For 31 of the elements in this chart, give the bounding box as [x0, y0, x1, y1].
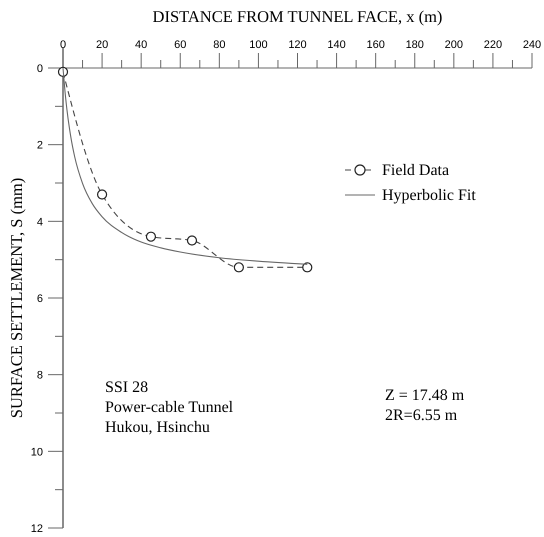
legend-label: Hyperbolic Fit [382, 187, 476, 204]
y-tick-label: 8 [36, 370, 43, 382]
annotation: Z = 17.48 m 2R=6.55 m [385, 387, 465, 424]
x-tick-label: 160 [366, 39, 385, 51]
x-tick-label: 180 [406, 39, 424, 51]
point [146, 232, 156, 242]
x-tick-label: 60 [174, 39, 186, 51]
x-tick-label: 200 [444, 39, 464, 51]
x-tick-label: 120 [288, 39, 307, 51]
y-tick-label: 2 [36, 140, 43, 152]
x-axis-title: DISTANCE FROM TUNNEL FACE, x (m) [152, 7, 442, 26]
y-tick-label: 10 [30, 446, 43, 458]
annotation: SSI 28 Power-cable Tunnel Hukou, Hsinchu [105, 379, 234, 436]
x-tick-label: 0 [60, 39, 66, 51]
y-tick-label: 0 [36, 63, 43, 75]
y-tick-label: 4 [36, 216, 43, 228]
x-tick-label: 20 [96, 39, 108, 51]
y-tick-label: 12 [30, 523, 43, 535]
y-axis-title: SURFACE SETTLEMENT, S (mm) [7, 178, 26, 418]
x-tick-label: 80 [213, 39, 226, 51]
x-tick-label: 240 [522, 39, 542, 51]
point [302, 262, 312, 272]
x-tick-label: 220 [484, 39, 502, 51]
legend-label: Field Data [382, 162, 450, 179]
x-tick-label: 140 [327, 39, 346, 51]
point [186, 235, 198, 246]
point [96, 189, 108, 200]
y-tick-label: 6 [36, 293, 43, 305]
x-tick-label: 40 [135, 39, 148, 51]
point [234, 262, 244, 272]
x-tick-label: 100 [249, 39, 268, 51]
